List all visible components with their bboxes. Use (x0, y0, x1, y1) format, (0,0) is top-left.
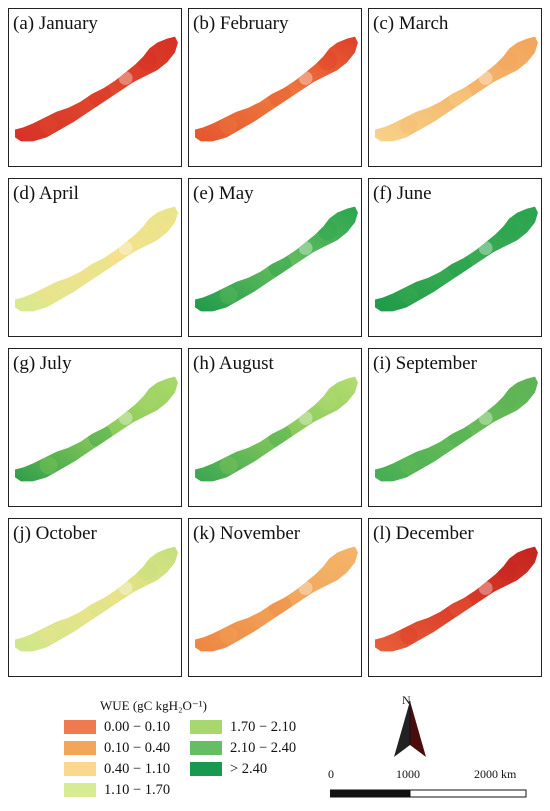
legend-label: > 2.40 (230, 761, 268, 777)
map-panel: (i) September (368, 348, 542, 507)
map-panel: (e) May (188, 178, 362, 337)
legend-swatch (190, 762, 222, 776)
scale-bar (330, 789, 527, 798)
region-map (375, 36, 538, 142)
map-panel: (b) February (188, 8, 362, 167)
map-panel: (l) December (368, 518, 542, 677)
panel-label: (k) November (193, 523, 301, 544)
scale-tick-2000: 2000 km (474, 767, 517, 781)
legend-label: 2.10 − 2.40 (230, 740, 297, 756)
panel-label: (c) March (373, 13, 449, 34)
map-panel: (h) August (188, 348, 362, 507)
map-panel: (d) April (8, 178, 182, 337)
legend-label: 0.40 − 1.10 (104, 761, 171, 777)
scale-tick-1000: 1000 (396, 767, 420, 781)
legend-swatch (64, 741, 96, 755)
region-map (195, 36, 358, 142)
panel-label: (b) February (193, 13, 289, 34)
region-map (195, 376, 358, 482)
panel-label: (a) January (13, 13, 98, 34)
map-panel: (a) January (8, 8, 182, 167)
region-map (15, 36, 178, 142)
map-panel: (c) March (368, 8, 542, 167)
panel-label: (g) July (13, 353, 72, 374)
legend-swatch (64, 720, 96, 734)
map-panel: (j) October (8, 518, 182, 677)
legend-label: 0.00 − 0.10 (104, 719, 171, 735)
region-map (15, 546, 178, 652)
legend-label: 1.10 − 1.70 (104, 782, 171, 798)
legend-label: 0.10 − 0.40 (104, 740, 171, 756)
panel-label: (e) May (193, 183, 254, 204)
legend-title: WUE (gC kgH₂O⁻¹) (100, 698, 207, 713)
map-panel: (k) November (188, 518, 362, 677)
panel-label: (l) December (373, 523, 474, 544)
region-map (15, 206, 178, 312)
region-map (375, 206, 538, 312)
region-map (375, 376, 538, 482)
legend-swatch (190, 720, 222, 734)
scale-tick-0: 0 (328, 767, 334, 781)
panel-label: (j) October (13, 523, 97, 544)
region-map (15, 376, 178, 482)
legend-label: 1.70 − 2.10 (230, 719, 297, 735)
map-panel: (f) June (368, 178, 542, 337)
legend-swatch (64, 783, 96, 797)
legend-swatch (64, 762, 96, 776)
region-map (195, 546, 358, 652)
region-map (375, 546, 538, 652)
north-letter: N (402, 693, 411, 707)
region-map (195, 206, 358, 312)
panel-label: (h) August (193, 353, 274, 374)
panel-label: (f) June (373, 183, 432, 204)
panel-label: (i) September (373, 353, 477, 374)
north-arrow-icon (394, 701, 426, 757)
panel-label: (d) April (13, 183, 79, 204)
legend-swatch (190, 741, 222, 755)
map-panel: (g) July (8, 348, 182, 507)
